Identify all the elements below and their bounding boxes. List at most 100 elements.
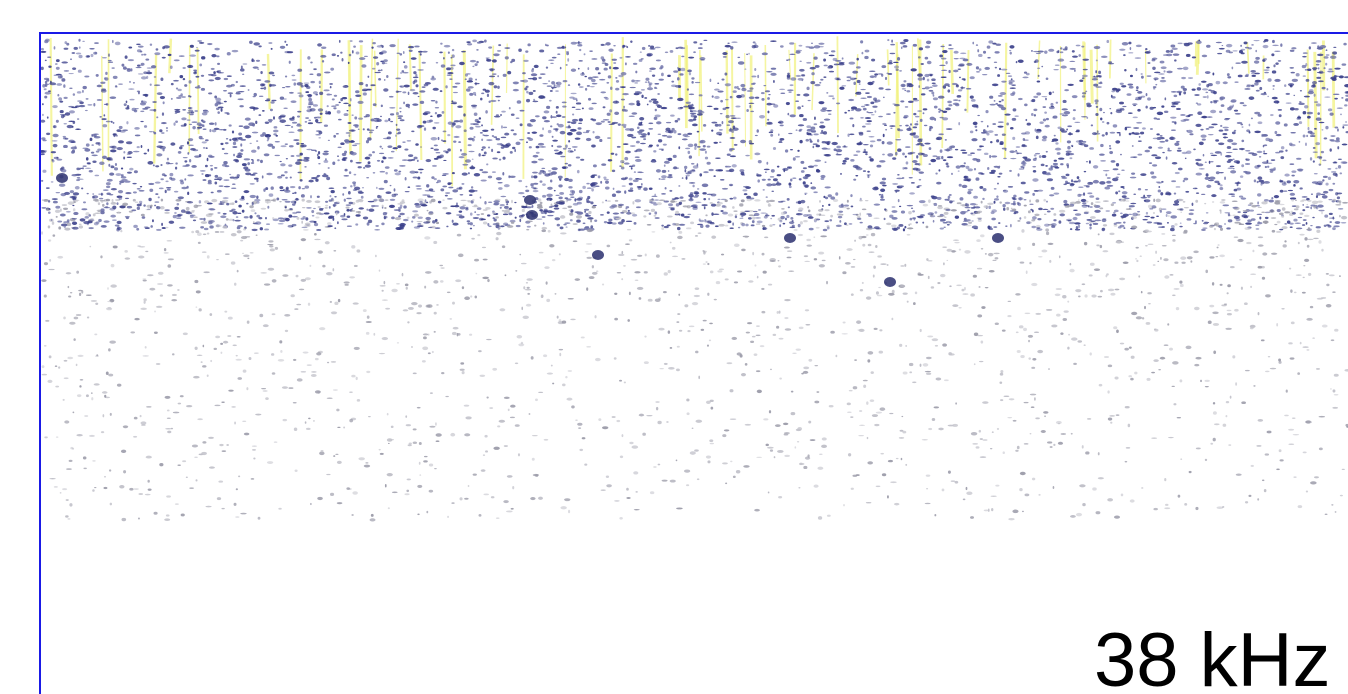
echo-speck	[311, 371, 316, 373]
echo-speck	[507, 143, 510, 146]
echo-speck	[124, 250, 128, 253]
echo-speck	[238, 475, 240, 477]
echo-speck	[654, 215, 657, 217]
echo-speck	[1328, 199, 1332, 200]
echo-speck	[894, 65, 899, 68]
echo-speck	[1012, 137, 1015, 140]
echo-speck	[306, 207, 312, 208]
echo-speck	[748, 217, 752, 219]
echo-speck	[944, 217, 946, 218]
echo-speck	[889, 125, 895, 127]
echo-speck	[664, 363, 668, 365]
echo-speck	[639, 117, 644, 121]
echo-speck	[1058, 442, 1063, 445]
echo-speck	[862, 208, 867, 210]
echo-speck	[560, 131, 566, 135]
echo-speck	[142, 108, 148, 110]
echo-speck	[943, 227, 945, 228]
echo-speck	[661, 193, 666, 195]
echo-speck	[1315, 142, 1320, 145]
echo-speck	[132, 183, 136, 184]
echo-speck	[649, 82, 653, 85]
echo-speck	[1099, 108, 1102, 112]
echo-speck	[1330, 135, 1335, 137]
echo-speck	[325, 205, 328, 207]
echo-speck	[352, 114, 354, 115]
echo-speck	[199, 218, 203, 220]
echo-speck	[1149, 208, 1153, 209]
echo-speck	[228, 317, 233, 320]
echo-speck	[904, 264, 906, 267]
echo-speck	[381, 69, 383, 71]
echo-speck	[1271, 253, 1277, 255]
echo-speck	[810, 67, 816, 70]
echo-speck	[627, 319, 630, 322]
echo-speck	[1269, 200, 1275, 203]
echo-speck	[1000, 370, 1003, 373]
echo-speck	[813, 133, 818, 135]
echo-speck	[42, 199, 44, 201]
echo-speck	[389, 107, 395, 109]
echo-speck	[963, 498, 966, 500]
echo-speck	[661, 175, 667, 178]
echo-speck	[685, 148, 690, 150]
echo-speck	[60, 110, 64, 113]
echo-speck	[1303, 265, 1305, 266]
echo-speck	[755, 217, 761, 218]
echo-speck	[753, 193, 757, 197]
echo-speck	[873, 274, 875, 277]
echo-speck	[748, 280, 753, 283]
echo-speck	[472, 159, 474, 160]
echo-speck	[1244, 42, 1248, 45]
echo-speck	[125, 107, 129, 109]
echo-speck	[725, 225, 729, 227]
echo-speck	[314, 223, 318, 226]
echo-speck	[1240, 102, 1245, 104]
echo-speck	[503, 500, 508, 503]
echo-speck	[977, 49, 979, 52]
echo-speck	[203, 128, 207, 130]
echo-speck	[574, 198, 576, 201]
echo-speck	[780, 93, 785, 94]
echo-speck	[1170, 274, 1174, 276]
echo-speck	[159, 129, 162, 132]
echo-speck	[1318, 80, 1324, 82]
echo-speck	[268, 240, 273, 242]
echo-speck	[1280, 190, 1284, 193]
echo-speck	[1099, 384, 1103, 387]
echo-speck	[1183, 180, 1185, 182]
echo-speck	[820, 122, 824, 124]
echo-speck	[148, 183, 154, 185]
echo-speck	[1204, 203, 1206, 204]
echo-speck	[980, 173, 984, 175]
echo-speck	[630, 87, 636, 88]
echo-speck	[810, 126, 815, 129]
echo-speck	[1189, 209, 1194, 211]
echo-speck	[106, 121, 111, 123]
echo-speck	[136, 44, 141, 45]
echo-speck	[605, 63, 609, 66]
echo-speck	[720, 113, 723, 114]
echo-speck	[67, 125, 74, 128]
echo-speck	[379, 153, 384, 154]
echo-speck	[697, 478, 700, 480]
echo-speck	[654, 114, 660, 117]
echo-speck	[1099, 207, 1103, 209]
echo-speck	[325, 111, 327, 114]
echo-speck	[959, 249, 961, 251]
echo-speck	[557, 53, 560, 55]
echo-speck	[1139, 136, 1141, 138]
echo-speck	[1334, 394, 1339, 395]
echo-speck	[595, 358, 601, 361]
echo-speck	[77, 355, 83, 357]
echo-speck	[358, 166, 362, 168]
echo-speck	[436, 62, 439, 64]
echo-speck	[982, 439, 987, 440]
echo-speck	[705, 225, 709, 228]
echo-speck	[340, 52, 342, 54]
echo-speck	[432, 351, 434, 353]
echo-speck	[395, 217, 401, 220]
echo-speck	[622, 185, 626, 186]
echo-speck	[1215, 151, 1221, 154]
echo-speck	[1219, 254, 1225, 257]
